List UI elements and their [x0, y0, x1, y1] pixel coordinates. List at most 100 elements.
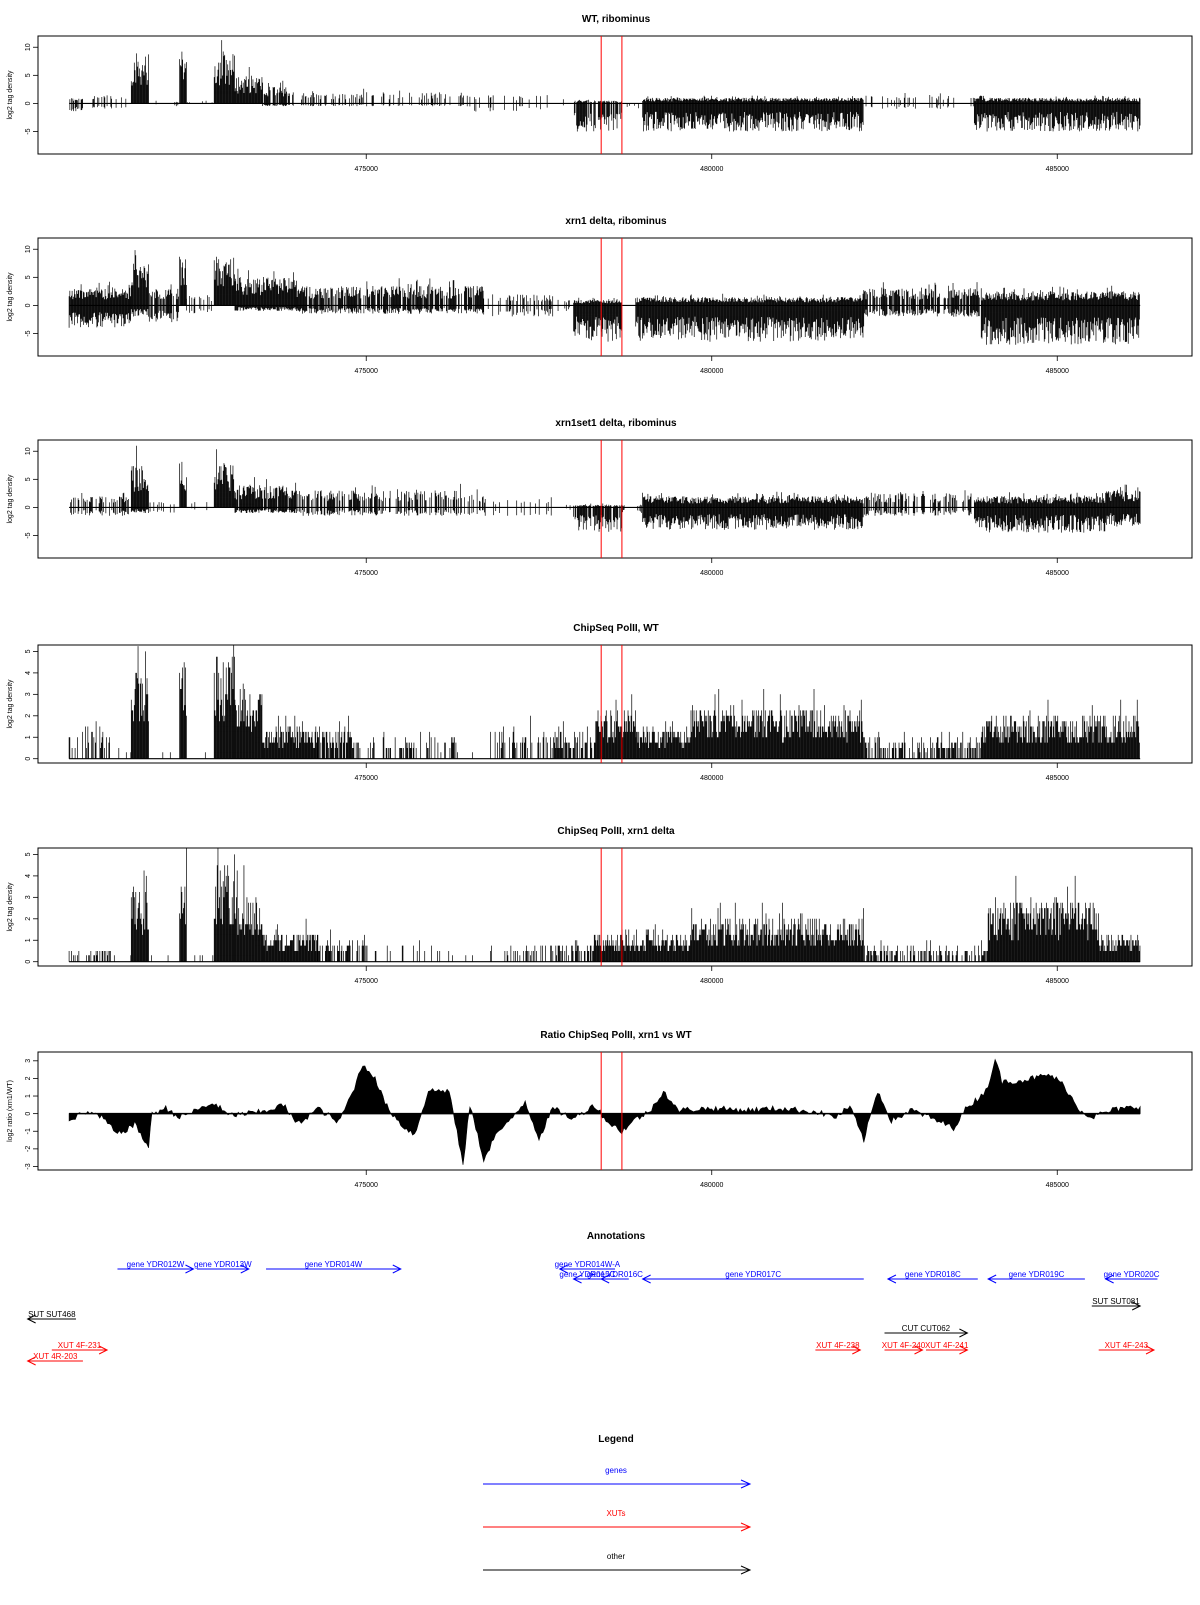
y-tick-label: 0: [25, 303, 32, 307]
legend-title: Legend: [598, 1434, 634, 1445]
tag-density-bars: [68, 645, 1140, 759]
y-tick-label: 3: [25, 1059, 32, 1063]
x-tick-label: 480000: [700, 166, 723, 173]
x-tick-label: 475000: [355, 1182, 378, 1189]
annotation-XUTs-feature: XUT 4F-240: [882, 1341, 926, 1355]
panel-title: ChipSeq PolII, WT: [573, 623, 659, 634]
arrowhead-icon: [959, 1345, 969, 1355]
feature-label: XUT 4F-231: [58, 1341, 102, 1350]
x-tick-label: 475000: [355, 368, 378, 375]
x-tick-label: 485000: [1046, 775, 1069, 782]
y-tick-label: 0: [25, 1112, 32, 1116]
y-axis-label: log2 tag density: [7, 679, 14, 729]
arrowhead-icon: [600, 1274, 610, 1284]
y-tick-label: 5: [25, 275, 32, 279]
arrowhead-icon: [959, 1328, 969, 1338]
y-tick-label: 4: [25, 874, 32, 878]
feature-label: gene YDR016C: [587, 1270, 643, 1279]
annotation-genes-feature: gene YDR017C: [641, 1270, 864, 1284]
feature-label: gene YDR017C: [725, 1270, 781, 1279]
feature-label: XUT 4R-203: [33, 1352, 78, 1361]
arrowhead-icon: [852, 1345, 862, 1355]
y-tick-label: -5: [25, 330, 32, 336]
x-tick-label: 480000: [700, 368, 723, 375]
annotation-genes-feature: gene YDR018C: [886, 1270, 978, 1284]
plot-frame: [37, 35, 1193, 155]
arrowhead-icon: [98, 1345, 109, 1355]
arrowhead-icon: [914, 1345, 924, 1355]
x-tick-label: 475000: [355, 775, 378, 782]
feature-label: gene YDR012W: [127, 1260, 185, 1269]
x-tick-label: 485000: [1046, 978, 1069, 985]
y-tick-label: 2: [25, 1076, 32, 1080]
y-tick-label: 2: [25, 714, 32, 718]
feature-label: SUT SUT468: [28, 1310, 76, 1319]
annotation-other-feature: CUT CUT062: [884, 1324, 969, 1338]
y-tick-label: 3: [25, 692, 32, 696]
plot-frame: [37, 847, 1193, 967]
annotation-genes-feature: gene YDR014W: [266, 1260, 402, 1274]
track-panel-5: ChipSeq PolII, xrn1 delta 0 1 2 3 4 5 log2 tag …: [7, 826, 1193, 985]
arrowhead-icon: [1104, 1274, 1114, 1284]
y-axis-label: log2 ratio (xrn1/WT): [7, 1080, 14, 1142]
y-axis-label: log2 tag density: [7, 882, 14, 932]
plot-frame: [37, 237, 1193, 357]
data-layer: [68, 645, 1141, 760]
annotation-other-feature: SUT SUT468: [26, 1310, 76, 1324]
track-panel-2: xrn1 delta, ribominus -5 0 5 10 log2 tag dens…: [7, 216, 1193, 375]
y-tick-label: -2: [25, 1146, 32, 1152]
x-tick-label: 480000: [700, 570, 723, 577]
arrowhead-icon: [1131, 1301, 1142, 1311]
arrowhead-icon: [641, 1274, 651, 1284]
panel-title: xrn1 delta, ribominus: [565, 216, 667, 227]
plot-frame: [37, 1051, 1193, 1171]
y-axis-label: log2 tag density: [7, 272, 14, 322]
tag-density-bars: [68, 250, 1140, 345]
x-tick-label: 485000: [1046, 368, 1069, 375]
ratio-profile-area: [68, 1058, 1141, 1165]
y-tick-label: 0: [25, 505, 32, 509]
x-tick-label: 485000: [1046, 166, 1069, 173]
feature-label: gene YDR020C: [1104, 1270, 1160, 1279]
annotation-genes-feature: gene YDR014W-A: [555, 1260, 621, 1274]
panel-title: Ratio ChipSeq PolII, xrn1 vs WT: [540, 1030, 691, 1041]
y-axis-label: log2 tag density: [7, 70, 14, 120]
legend-item-label: XUTs: [606, 1509, 625, 1518]
annotations-panel: Annotations gene YDR012W gene YDR013W gene …: [26, 1231, 1160, 1366]
data-layer: [68, 1058, 1141, 1165]
arrowhead-icon: [740, 1565, 752, 1575]
feature-label: SUT SUT081: [1092, 1297, 1140, 1306]
y-tick-label: 3: [25, 895, 32, 899]
y-tick-label: 10: [25, 447, 32, 455]
track-panel-3: xrn1set1 delta, ribominus -5 0 5 10 log2 tag …: [7, 418, 1193, 577]
y-tick-label: 0: [25, 757, 32, 761]
tag-density-bars: [68, 848, 1141, 962]
y-tick-label: 2: [25, 917, 32, 921]
x-tick-label: 480000: [700, 1182, 723, 1189]
x-tick-label: 475000: [355, 570, 378, 577]
legend-item-other: other: [483, 1552, 752, 1575]
data-layer: [69, 40, 1141, 132]
track-panel-4: ChipSeq PolII, WT 0 1 2 3 4 5 log2 tag density 4…: [7, 623, 1193, 782]
legend-item-genes: genes: [483, 1466, 752, 1489]
y-tick-label: 1: [25, 1094, 32, 1098]
y-axis-label: log2 tag density: [7, 474, 14, 524]
annotation-other-feature: SUT SUT081: [1091, 1297, 1142, 1311]
annotation-genes-feature: gene YDR012W: [117, 1260, 195, 1274]
y-tick-label: 0: [25, 960, 32, 964]
feature-label: XUT 4F-243: [1105, 1341, 1149, 1350]
y-tick-label: 5: [25, 73, 32, 77]
annotation-genes-feature: gene YDR016C: [587, 1270, 643, 1284]
annotation-genes-feature: gene YDR019C: [987, 1270, 1085, 1284]
annotation-XUTs-feature: XUT 4R-203: [26, 1352, 83, 1366]
y-tick-label: -3: [25, 1163, 32, 1169]
x-tick-label: 480000: [700, 978, 723, 985]
annotation-genes-feature: gene YDR013W: [194, 1260, 252, 1274]
feature-label: gene YDR014W: [305, 1260, 363, 1269]
arrowhead-icon: [26, 1356, 36, 1366]
annotation-XUTs-feature: XUT 4F-238: [815, 1341, 862, 1355]
annotations-title: Annotations: [587, 1231, 646, 1242]
feature-label: CUT CUT062: [902, 1324, 951, 1333]
